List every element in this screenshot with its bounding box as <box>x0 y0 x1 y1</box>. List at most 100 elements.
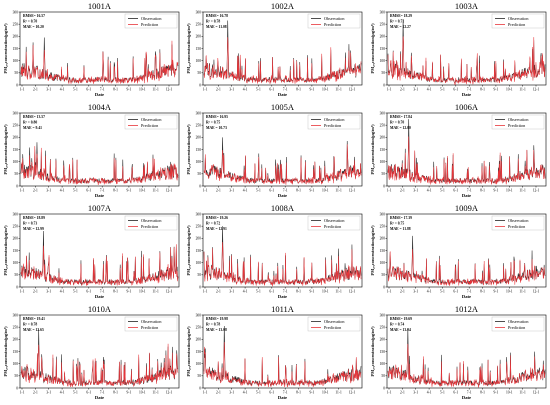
x-axis-label: Date <box>95 92 104 97</box>
x-tick-label: 9-1 <box>310 391 315 395</box>
y-tick-label: 150 <box>380 148 386 152</box>
panel-title: 1010A <box>88 304 112 314</box>
x-tick-label: 10-1 <box>322 88 329 92</box>
x-tick-label: 10-1 <box>506 88 513 92</box>
metric-label: RMSE= 18.29 <box>390 14 412 18</box>
x-tick-label: 6-1 <box>453 290 458 294</box>
y-tick-label: 250 <box>196 22 202 26</box>
y-tick-label: 150 <box>196 249 202 253</box>
panel-title: 1008A <box>271 203 295 213</box>
y-tick-label: 250 <box>13 325 19 329</box>
y-tick-label: 0 <box>16 285 18 289</box>
y-tick-label: 300 <box>13 313 19 317</box>
y-tick-label: 300 <box>380 10 386 14</box>
y-tick-label: 200 <box>13 237 19 241</box>
x-tick-label: 8-1 <box>480 290 485 294</box>
x-tick-label: 9-1 <box>310 189 315 193</box>
x-axis-label: Date <box>278 395 287 400</box>
x-tick-label: 9-1 <box>310 290 315 294</box>
x-tick-label: 8-1 <box>480 88 485 92</box>
legend-label-observation: Observation <box>508 117 529 122</box>
y-tick-label: 200 <box>196 237 202 241</box>
y-tick-label: 100 <box>380 261 386 265</box>
x-tick-label: 12-1 <box>166 189 173 193</box>
y-tick-label: 100 <box>196 160 202 164</box>
x-tick-label: 6-1 <box>453 189 458 193</box>
x-tick-label: 2-1 <box>216 290 221 294</box>
x-tick-label: 9-1 <box>494 290 499 294</box>
panel-1004A: 1004A 0 50 100 150 200 250 300 1-1 2-1 3-1 4-1 5-1 6-… <box>3 102 180 198</box>
legend-label-observation: Observation <box>508 218 529 223</box>
panel-title: 1001A <box>88 1 112 11</box>
x-tick-label: 10-1 <box>322 290 329 294</box>
x-tick-label: 6-1 <box>269 391 274 395</box>
metric-label: RMSE= 19.41 <box>23 317 45 321</box>
x-tick-label: 1-1 <box>20 189 25 193</box>
x-tick-label: 4-1 <box>243 290 248 294</box>
x-tick-label: 5-1 <box>73 189 78 193</box>
x-tick-label: 3-1 <box>46 88 51 92</box>
y-tick-label: 200 <box>380 237 386 241</box>
prediction-line <box>20 244 179 287</box>
x-tick-label: 1-1 <box>387 391 392 395</box>
panel-title: 1007A <box>88 203 112 213</box>
x-tick-label: 11-1 <box>152 189 159 193</box>
x-tick-label: 12-1 <box>349 290 356 294</box>
metric-label: R² = 0.80 <box>23 121 37 125</box>
x-tick-label: 3-1 <box>413 391 418 395</box>
y-tick-label: 200 <box>380 338 386 342</box>
x-tick-label: 9-1 <box>127 88 132 92</box>
x-tick-label: 1-1 <box>20 88 25 92</box>
y-tick-label: 250 <box>380 22 386 26</box>
x-tick-label: 9-1 <box>494 88 499 92</box>
x-tick-label: 7-1 <box>467 391 472 395</box>
metric-label: R² = 0.75 <box>206 121 220 125</box>
metric-label: MAE = 9.41 <box>23 126 42 130</box>
y-tick-label: 50 <box>381 71 385 75</box>
metric-label: R² = 0.75 <box>390 222 404 226</box>
x-tick-label: 10-1 <box>139 290 146 294</box>
y-tick-label: 200 <box>13 136 19 140</box>
prediction-line <box>387 249 546 286</box>
x-tick-label: 3-1 <box>413 189 418 193</box>
x-tick-label: 5-1 <box>256 391 261 395</box>
metric-label: RMSE= 16.78 <box>206 14 228 18</box>
x-tick-label: 11-1 <box>335 391 342 395</box>
observation-line <box>20 231 179 286</box>
y-tick-label: 150 <box>380 249 386 253</box>
panel-1005A: 1005A 0 50 100 150 200 250 300 1-1 2-1 3-1 4-1 5-1 6-… <box>186 102 363 198</box>
x-tick-label: 7-1 <box>283 391 288 395</box>
y-tick-label: 300 <box>380 313 386 317</box>
y-tick-label: 300 <box>196 10 202 14</box>
x-tick-label: 4-1 <box>427 290 432 294</box>
x-tick-label: 7-1 <box>283 290 288 294</box>
x-tick-label: 3-1 <box>46 189 51 193</box>
panel-title: 1012A <box>455 304 479 314</box>
legend-label-observation: Observation <box>141 319 162 324</box>
x-tick-label: 10-1 <box>506 189 513 193</box>
metric-label: RMSE= 18.89 <box>23 216 45 220</box>
x-tick-label: 5-1 <box>256 290 261 294</box>
x-tick-label: 12-1 <box>166 290 173 294</box>
y-tick-label: 300 <box>13 111 19 115</box>
x-tick-label: 8-1 <box>296 290 301 294</box>
x-tick-label: 11-1 <box>335 88 342 92</box>
x-tick-label: 8-1 <box>296 189 301 193</box>
x-tick-label: 1-1 <box>387 189 392 193</box>
legend-label-prediction: Prediction <box>324 224 342 229</box>
metric-label: MAE = 13.04 <box>390 328 411 332</box>
legend-label-prediction: Prediction <box>508 325 526 330</box>
y-tick-label: 0 <box>199 83 201 87</box>
y-tick-label: 200 <box>196 136 202 140</box>
y-tick-label: 300 <box>13 10 19 14</box>
panel-title: 1009A <box>455 203 479 213</box>
x-tick-label: 6-1 <box>269 88 274 92</box>
y-tick-label: 100 <box>380 59 386 63</box>
metric-label: RMSE= 16.95 <box>206 115 228 119</box>
x-tick-label: 9-1 <box>494 391 499 395</box>
y-axis-label: PM₂.₅concentration(μg/m³) <box>370 225 375 276</box>
x-tick-label: 6-1 <box>453 391 458 395</box>
y-tick-label: 50 <box>14 273 18 277</box>
x-axis-label: Date <box>95 395 104 400</box>
x-tick-label: 3-1 <box>229 391 234 395</box>
